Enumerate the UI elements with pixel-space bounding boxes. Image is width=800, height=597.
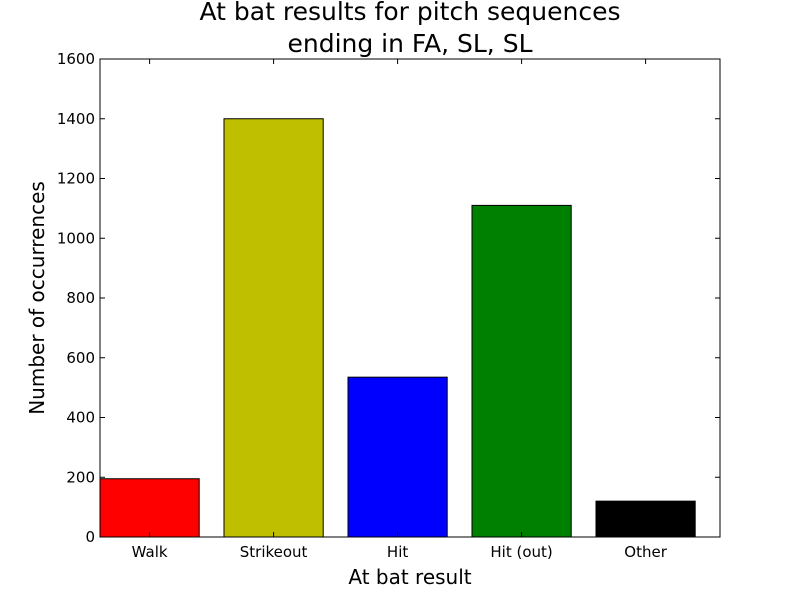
y-tick-label: 600 <box>66 349 95 367</box>
y-tick-label: 1200 <box>57 170 95 188</box>
y-tick-label: 400 <box>66 409 95 427</box>
bar-other <box>595 500 696 538</box>
plot-frame <box>99 58 721 538</box>
bar-walk <box>99 478 200 538</box>
y-tick-label: 1000 <box>57 229 95 247</box>
x-tick-label: Strikeout <box>240 543 308 561</box>
y-axis-label: Number of occurrences <box>25 181 49 415</box>
bar-strikeout <box>223 118 324 538</box>
x-tick-label: Walk <box>132 543 168 561</box>
bar-hit <box>347 376 448 538</box>
y-tick-label: 0 <box>85 528 95 546</box>
chart-title-line-1: At bat results for pitch sequences <box>199 0 620 26</box>
x-tick-label: Hit <box>387 543 408 561</box>
bars-group <box>99 118 696 538</box>
y-tick-label: 800 <box>66 289 95 307</box>
y-axis-ticks: 0 200 400 600 800 1000 1200 1400 1600 <box>57 50 720 546</box>
bar-hit-out <box>471 204 572 538</box>
y-tick-label: 1600 <box>57 50 95 68</box>
y-tick-label: 1400 <box>57 110 95 128</box>
x-axis-label: At bat result <box>348 565 471 589</box>
chart-title-line-2: ending in FA, SL, SL <box>287 29 532 58</box>
y-tick-label: 200 <box>66 468 95 486</box>
x-axis-ticks: Walk Strikeout Hit Hit (out) Other <box>132 59 668 561</box>
x-tick-label: Other <box>624 543 667 561</box>
x-tick-label: Hit (out) <box>490 543 552 561</box>
